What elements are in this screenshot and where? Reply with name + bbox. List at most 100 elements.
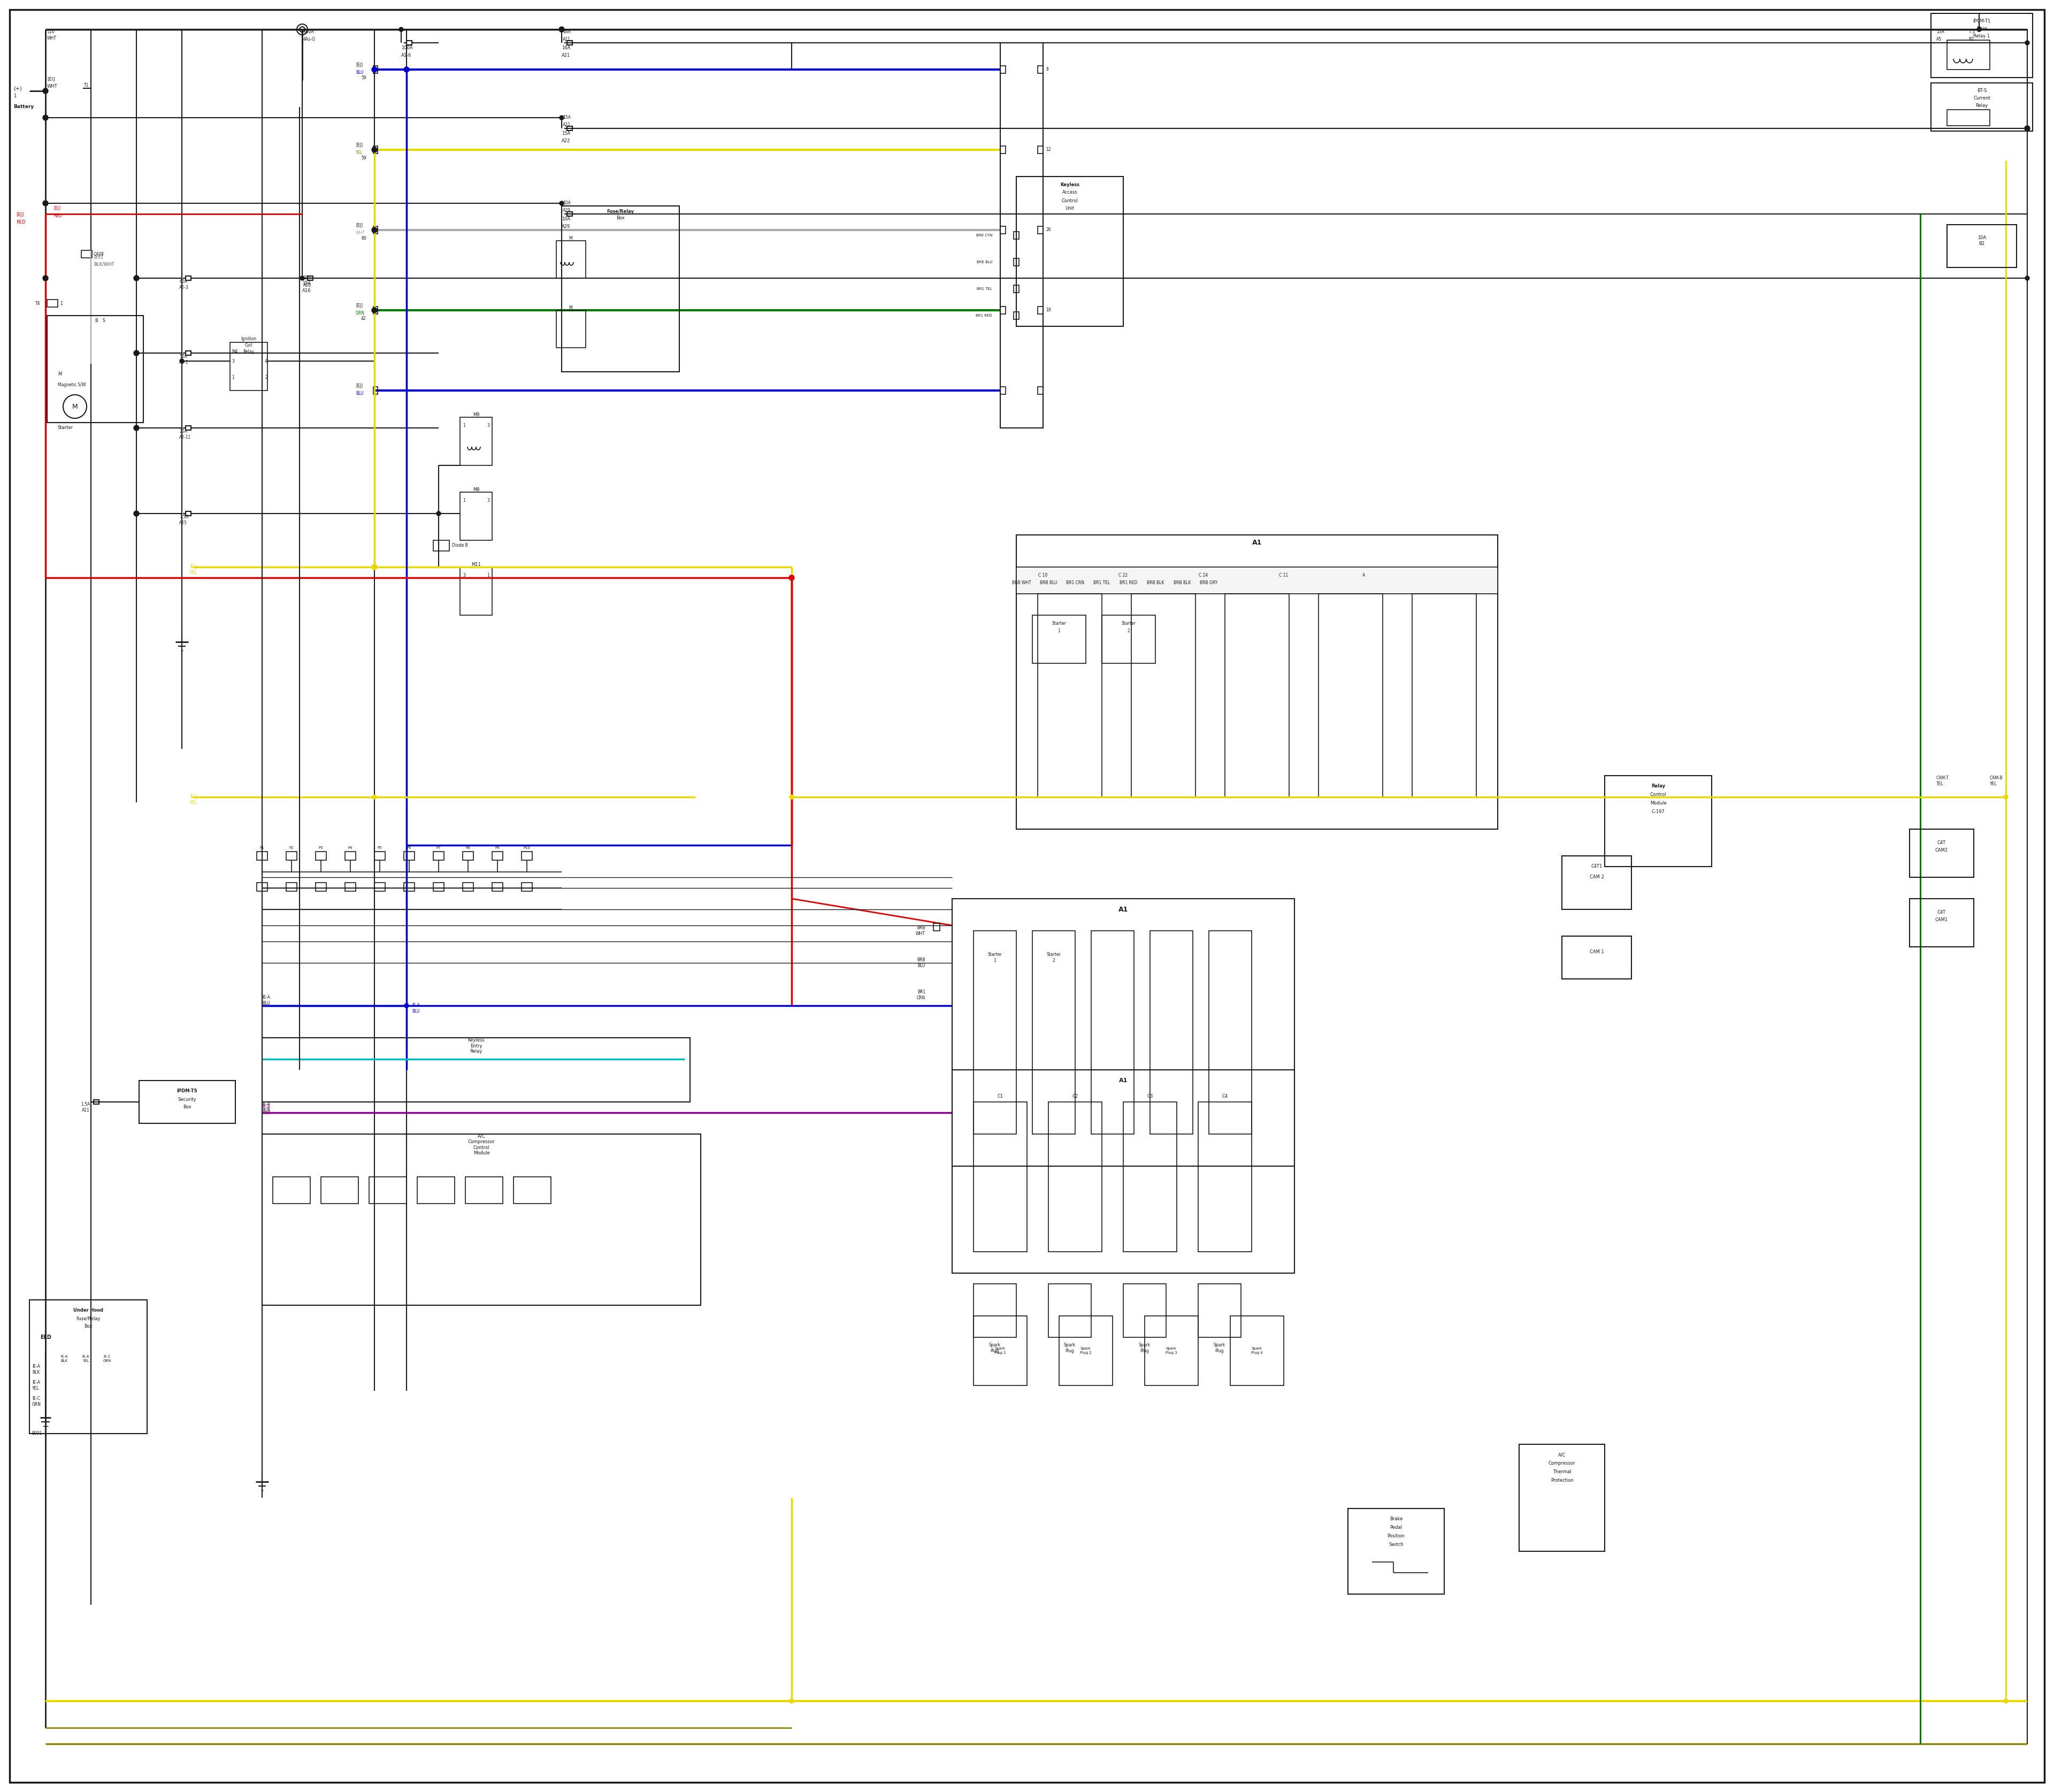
Text: C4: C4 bbox=[1222, 1095, 1228, 1098]
Circle shape bbox=[789, 575, 795, 581]
Text: CAM 2: CAM 2 bbox=[1590, 874, 1604, 880]
Text: 1.5A
A11: 1.5A A11 bbox=[80, 1102, 90, 1113]
Bar bbox=[1947, 39, 1990, 70]
Bar bbox=[561, 206, 680, 371]
Circle shape bbox=[134, 511, 138, 516]
Text: 7.5A
A25: 7.5A A25 bbox=[179, 514, 189, 525]
Bar bbox=[405, 883, 415, 891]
Text: Position: Position bbox=[1386, 1534, 1405, 1539]
Text: A22: A22 bbox=[563, 122, 571, 127]
Bar bbox=[1000, 43, 1043, 428]
Text: 12: 12 bbox=[1045, 147, 1052, 152]
Bar bbox=[1150, 930, 1193, 1134]
Bar bbox=[1000, 226, 1006, 233]
Bar bbox=[286, 883, 298, 891]
Bar bbox=[460, 418, 493, 466]
Text: Keyless: Keyless bbox=[1060, 183, 1080, 186]
Text: IE-C
GRN: IE-C GRN bbox=[103, 1355, 111, 1362]
Bar bbox=[433, 539, 450, 550]
Bar bbox=[405, 851, 415, 860]
Text: 1: 1 bbox=[487, 573, 489, 577]
Bar bbox=[1224, 593, 1290, 797]
Text: P5: P5 bbox=[378, 846, 382, 849]
Text: [EI]: [EI] bbox=[47, 77, 55, 82]
Text: Spark
Plug 4: Spark Plug 4 bbox=[1251, 1348, 1263, 1355]
Text: Relay: Relay bbox=[242, 349, 255, 353]
Text: 59: 59 bbox=[362, 156, 366, 159]
Text: Unit: Unit bbox=[1066, 206, 1074, 211]
Circle shape bbox=[372, 564, 378, 570]
Text: Spark
Plug: Spark Plug bbox=[1214, 1342, 1226, 1353]
Bar bbox=[407, 41, 413, 45]
Bar bbox=[1017, 177, 1124, 326]
Bar bbox=[1060, 1315, 1113, 1385]
Text: 59: 59 bbox=[362, 75, 366, 81]
Bar bbox=[1013, 312, 1019, 319]
Text: Starter: Starter bbox=[58, 425, 74, 430]
Bar bbox=[974, 930, 1017, 1134]
Circle shape bbox=[43, 88, 47, 93]
Text: A1: A1 bbox=[1119, 1077, 1128, 1082]
Bar bbox=[140, 1081, 236, 1124]
Bar bbox=[263, 1038, 690, 1102]
Circle shape bbox=[372, 796, 376, 799]
Bar bbox=[1048, 1102, 1101, 1253]
Text: BRK CYN: BRK CYN bbox=[976, 233, 992, 237]
Bar bbox=[1037, 593, 1101, 797]
Bar bbox=[1413, 593, 1477, 797]
Circle shape bbox=[43, 201, 47, 206]
Text: IE-J
YEL: IE-J YEL bbox=[189, 794, 197, 805]
Text: 50A
A2-1: 50A A2-1 bbox=[179, 355, 189, 364]
Text: 3: 3 bbox=[487, 498, 489, 502]
Text: Switch: Switch bbox=[1389, 1543, 1403, 1546]
Bar bbox=[493, 883, 503, 891]
Text: BRB GRY: BRB GRY bbox=[1200, 581, 1218, 586]
Bar bbox=[374, 226, 378, 233]
Bar bbox=[1000, 145, 1006, 154]
Text: P3: P3 bbox=[318, 846, 322, 849]
Text: M11: M11 bbox=[470, 563, 481, 566]
Bar bbox=[974, 1283, 1017, 1337]
Text: (+): (+) bbox=[14, 86, 23, 91]
Text: YEL: YEL bbox=[355, 151, 364, 156]
Text: C1: C1 bbox=[998, 1095, 1002, 1098]
Bar bbox=[1048, 1283, 1091, 1337]
Text: 1: 1 bbox=[462, 423, 464, 428]
Circle shape bbox=[134, 426, 138, 430]
Bar bbox=[974, 1102, 1027, 1253]
Text: IE-J
YEL: IE-J YEL bbox=[189, 564, 197, 575]
Bar bbox=[374, 145, 378, 154]
Bar bbox=[374, 66, 378, 73]
Text: 42: 42 bbox=[362, 315, 366, 321]
Bar bbox=[417, 1177, 454, 1204]
Circle shape bbox=[2005, 1699, 2009, 1702]
Text: 10A: 10A bbox=[563, 201, 571, 206]
Circle shape bbox=[372, 564, 376, 570]
Text: 7.5: 7.5 bbox=[1968, 30, 1974, 34]
Text: 16A: 16A bbox=[561, 47, 571, 50]
Text: 26: 26 bbox=[1045, 228, 1052, 233]
Text: C4T: C4T bbox=[1937, 910, 1945, 914]
Text: T1: T1 bbox=[84, 82, 88, 88]
Bar bbox=[1033, 615, 1087, 663]
Text: BLK/WHT: BLK/WHT bbox=[94, 262, 115, 267]
Bar bbox=[1210, 930, 1251, 1134]
Text: 100A: 100A bbox=[401, 47, 413, 50]
Text: A/C: A/C bbox=[1559, 1453, 1565, 1457]
Text: A1-6: A1-6 bbox=[401, 54, 411, 57]
Bar bbox=[557, 240, 585, 278]
Circle shape bbox=[300, 276, 304, 280]
Text: WHT: WHT bbox=[47, 84, 58, 90]
Bar bbox=[47, 299, 58, 306]
Circle shape bbox=[789, 1699, 793, 1702]
Text: 1: 1 bbox=[1058, 629, 1060, 634]
Circle shape bbox=[2025, 125, 2029, 131]
Text: [EE]: [EE] bbox=[94, 254, 103, 260]
Bar bbox=[1319, 593, 1382, 797]
Text: IE-A
BLK: IE-A BLK bbox=[60, 1355, 68, 1362]
Circle shape bbox=[134, 276, 140, 281]
Text: Box: Box bbox=[183, 1106, 191, 1109]
Text: RED: RED bbox=[16, 220, 25, 226]
Text: C4T1: C4T1 bbox=[1592, 864, 1602, 869]
Bar bbox=[316, 883, 327, 891]
